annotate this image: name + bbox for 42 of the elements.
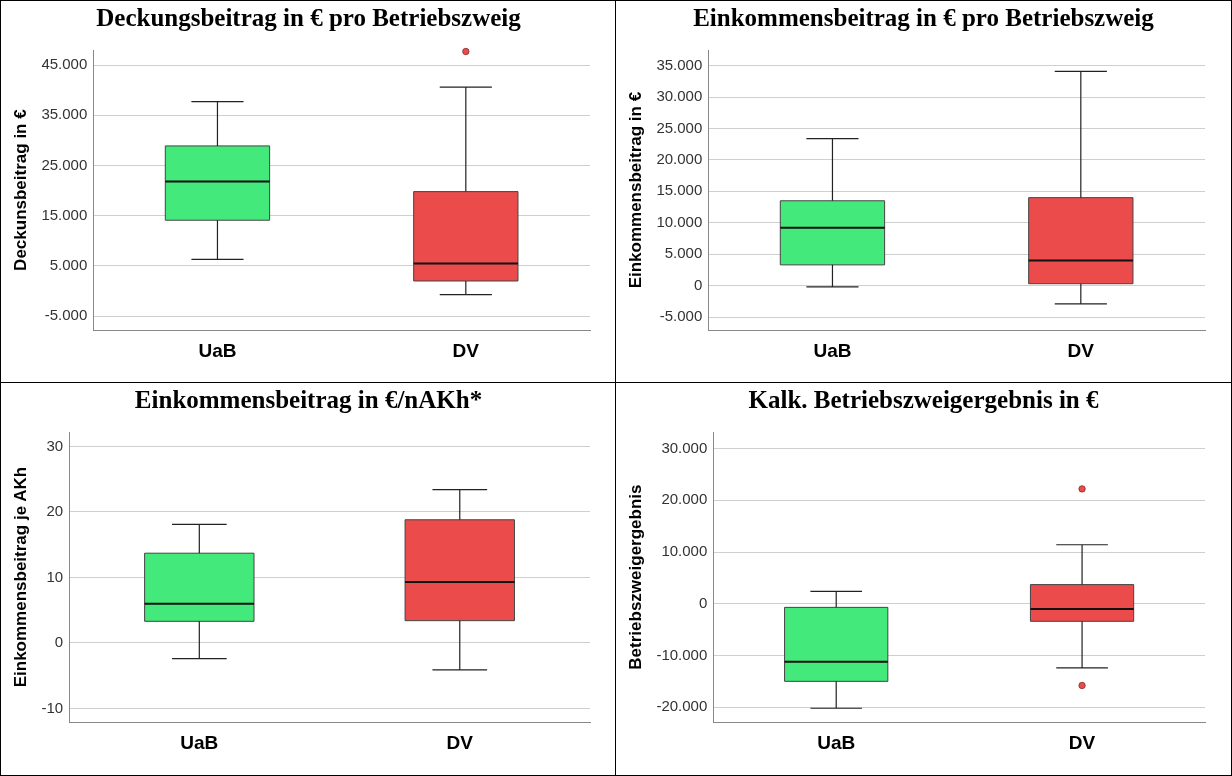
y-tick-label: 25.000 <box>656 118 703 136</box>
chart-title: Deckungsbeitrag in € pro Betriebszweig <box>95 3 522 33</box>
y-tick-label: 25.000 <box>41 155 88 173</box>
y-tick-label: 30 <box>46 436 64 454</box>
y-tick-label: 20 <box>46 502 64 520</box>
x-tick-label: DV <box>446 731 474 753</box>
x-tick-label: DV <box>1068 731 1096 753</box>
y-axis-title: Betriebszweigergebnis <box>625 484 645 670</box>
y-tick-label: 30.000 <box>656 87 703 105</box>
y-tick-label: -5.000 <box>659 307 703 325</box>
y-tick-label: 30.000 <box>661 438 708 456</box>
x-tick-label: DV <box>1067 339 1095 361</box>
y-tick-label: 0 <box>698 593 708 611</box>
x-tick-label: UaB <box>813 339 852 361</box>
chart-title: Einkommensbeitrag in € pro Betriebszweig <box>692 3 1155 33</box>
y-tick-label: 15.000 <box>41 205 88 223</box>
y-tick-label: 10 <box>46 567 64 585</box>
y-tick-label: -20.000 <box>656 697 708 715</box>
x-tick-label: UaB <box>180 731 219 753</box>
y-tick-label: 0 <box>693 275 703 293</box>
y-axis-title: Einkommensbeitrag je AKh <box>10 466 30 688</box>
x-tick-label: UaB <box>817 731 856 753</box>
y-tick-label: 0 <box>54 633 64 651</box>
x-tick-label: UaB <box>198 339 237 361</box>
y-tick-label: 5.000 <box>49 256 88 274</box>
y-tick-label: 45.000 <box>41 55 88 73</box>
y-tick-label: -10 <box>41 698 64 716</box>
y-tick-label: 20.000 <box>656 150 703 168</box>
y-tick-label: 10.000 <box>661 542 708 560</box>
y-tick-label: 10.000 <box>656 212 703 230</box>
y-tick-label: 20.000 <box>661 490 708 508</box>
y-tick-label: 15.000 <box>656 181 703 199</box>
y-tick-label: -5.000 <box>44 306 88 324</box>
y-tick-label: 35.000 <box>656 55 703 73</box>
y-tick-label: -10.000 <box>656 645 708 663</box>
x-tick-label: DV <box>452 339 480 361</box>
y-tick-label: 5.000 <box>664 244 703 262</box>
y-tick-label: 35.000 <box>41 105 88 123</box>
chart-title: Kalk. Betriebszweigergebnis in € <box>747 385 1100 415</box>
chart-title: Einkommensbeitrag in €/nAKh* <box>133 385 484 415</box>
y-axis-title: Deckunsbeitrag in € <box>10 108 30 271</box>
y-axis-title: Einkommensbeitrag in € <box>625 91 645 289</box>
